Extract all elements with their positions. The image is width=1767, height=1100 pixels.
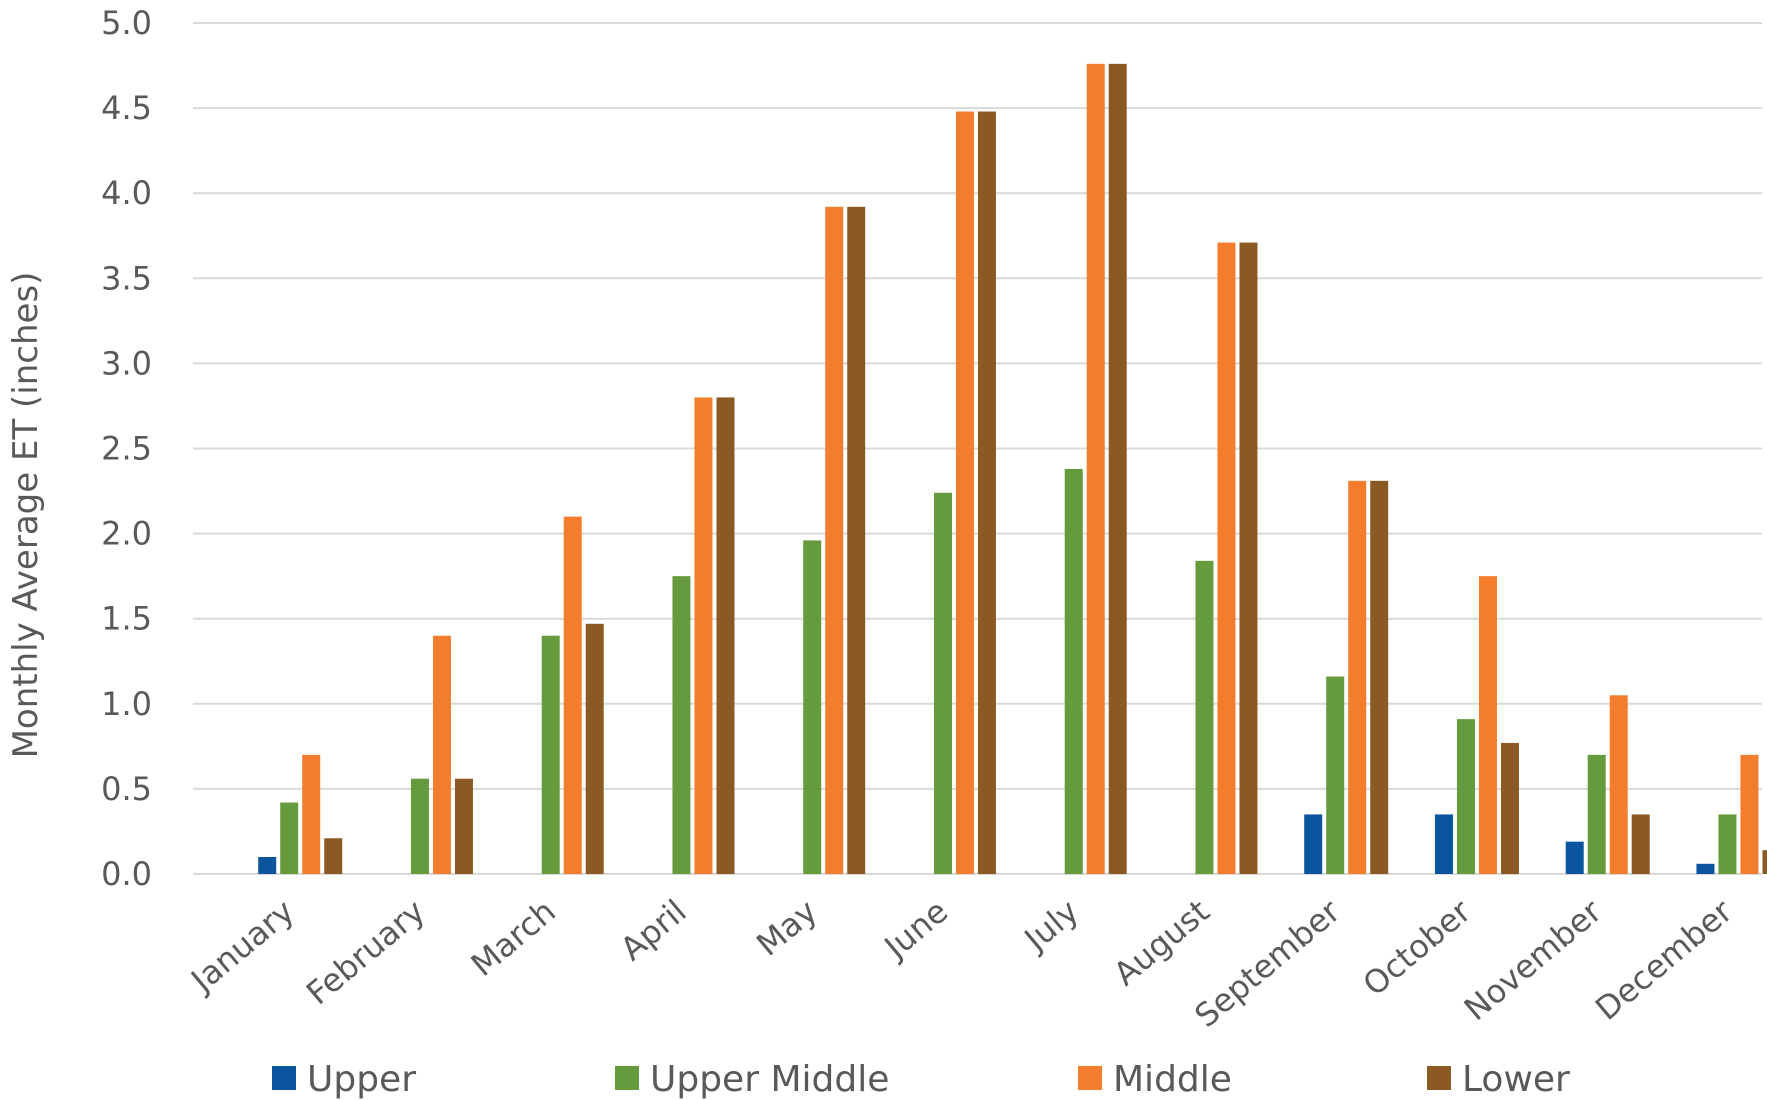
bar: [410, 778, 429, 874]
bar: [1609, 695, 1628, 874]
bar: [1326, 676, 1345, 874]
bar: [302, 754, 321, 874]
bar: [977, 111, 996, 874]
bars: [258, 63, 1767, 875]
bar: [955, 111, 974, 874]
y-axis-ticks: 0.0 0.5 1.0 1.5 2.0 2.5 3.0 3.5 4.0 4.5 5.0: [101, 4, 152, 893]
bar: [1631, 814, 1650, 874]
y-tick-label: 3.5: [101, 259, 152, 297]
bar: [1108, 63, 1127, 874]
bar: [847, 206, 866, 875]
gridlines: [193, 22, 1762, 875]
x-tick-label: May: [749, 892, 824, 964]
bar: [1762, 850, 1767, 874]
bar: [1587, 754, 1606, 874]
legend-label: Middle: [1113, 1059, 1232, 1100]
bar: [694, 397, 713, 874]
bar: [1565, 841, 1584, 874]
bar: [1086, 63, 1105, 874]
x-tick-label: June: [876, 892, 955, 967]
bar: [1500, 742, 1519, 874]
bar: [803, 540, 822, 874]
bar: [1064, 468, 1083, 874]
bar: [1304, 814, 1323, 874]
x-tick-label: July: [1016, 892, 1086, 959]
bar: [716, 397, 735, 874]
bar: [933, 492, 952, 874]
y-tick-label: 4.5: [101, 89, 152, 127]
bar: [258, 856, 277, 874]
bar: [280, 802, 299, 874]
y-tick-label: 5.0: [101, 4, 152, 42]
x-tick-label: January: [182, 892, 301, 1000]
bar: [1217, 242, 1236, 875]
y-tick-label: 2.0: [101, 515, 152, 553]
x-tick-label: October: [1356, 891, 1479, 1003]
x-tick-label: April: [613, 892, 693, 968]
y-tick-label: 2.5: [101, 430, 152, 468]
x-tick-label: August: [1106, 892, 1216, 993]
bar: [1456, 719, 1475, 874]
legend: Upper Upper Middle Middle Lower: [272, 1059, 1570, 1100]
x-tick-label: December: [1588, 891, 1740, 1027]
legend-swatch: [272, 1066, 296, 1090]
bar: [585, 623, 604, 874]
legend-swatch: [1427, 1066, 1451, 1090]
bar: [1434, 814, 1453, 874]
y-tick-label: 1.0: [101, 685, 152, 723]
bar: [324, 838, 343, 874]
bar: [1239, 242, 1258, 875]
bar: [1195, 560, 1214, 874]
bar: [1370, 480, 1389, 874]
x-tick-label: February: [299, 892, 432, 1012]
bar: [432, 635, 451, 874]
x-tick-label: March: [464, 892, 563, 984]
y-tick-label: 0.5: [101, 770, 152, 808]
bar: [825, 206, 844, 875]
bar: [454, 778, 473, 874]
bar: [1740, 754, 1759, 874]
legend-label: Lower: [1462, 1059, 1570, 1100]
x-tick-label: November: [1457, 891, 1610, 1028]
y-tick-label: 0.0: [101, 855, 152, 893]
bar: [541, 635, 560, 874]
bar: [1348, 480, 1367, 874]
bar: [563, 516, 582, 874]
bar: [1718, 814, 1737, 874]
legend-label: Upper Middle: [650, 1059, 889, 1100]
y-tick-label: 1.5: [101, 600, 152, 638]
bar: [1478, 576, 1497, 874]
legend-swatch: [615, 1066, 639, 1090]
y-tick-label: 4.0: [101, 174, 152, 212]
y-tick-label: 3.0: [101, 344, 152, 382]
bar: [672, 576, 691, 874]
legend-swatch: [1078, 1066, 1102, 1090]
x-tick-label: September: [1187, 891, 1348, 1034]
legend-label: Upper: [307, 1059, 416, 1100]
y-axis-label: Monthly Average ET (inches): [6, 272, 46, 759]
bar: [1696, 863, 1715, 874]
